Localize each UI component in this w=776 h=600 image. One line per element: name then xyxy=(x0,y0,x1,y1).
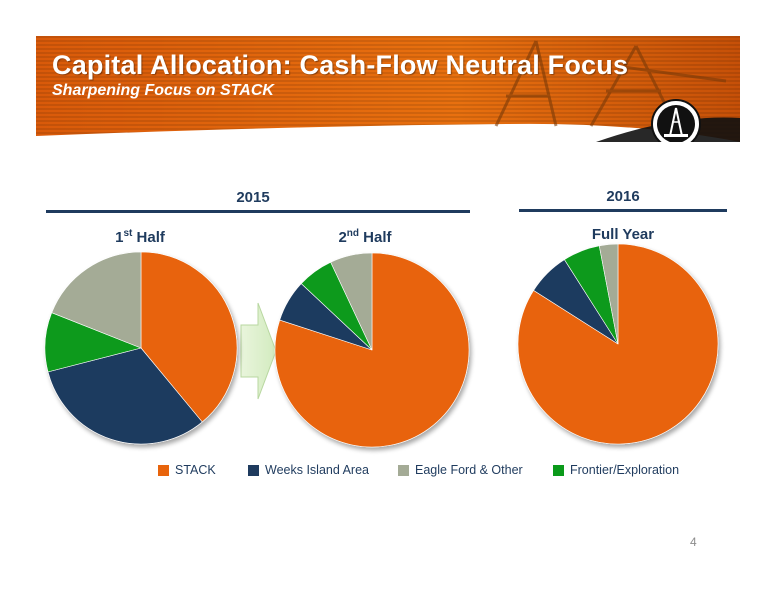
pie-slice-1st-half-weeks-island-area xyxy=(47,347,203,445)
legend-swatch-stack xyxy=(158,464,169,476)
legend-item-frontier: Frontier/Exploration xyxy=(553,463,679,477)
pie-slice-1st-half-eagle-ford-other xyxy=(51,251,142,349)
transition-arrow xyxy=(240,302,277,400)
legend-item-stack: STACK xyxy=(158,463,216,477)
pie-slice-2nd-half-eagle-ford-other xyxy=(330,252,373,351)
page-number: 4 xyxy=(690,535,697,549)
legend-label-eagle-ford: Eagle Ford & Other xyxy=(415,463,523,477)
chart-legend: STACK Weeks Island Area Eagle Ford & Oth… xyxy=(0,463,776,483)
legend-item-eagle-ford: Eagle Ford & Other xyxy=(398,463,523,477)
period-first-half-label: 1st Half xyxy=(115,228,165,246)
page-title: Capital Allocation: Cash-Flow Neutral Fo… xyxy=(52,50,629,80)
pie-slice-1st-half-stack xyxy=(140,251,238,423)
pumpjack-silhouette xyxy=(494,40,727,127)
legend-label-weeks-island: Weeks Island Area xyxy=(265,463,369,477)
header-banner xyxy=(36,36,740,142)
legend-label-frontier: Frontier/Exploration xyxy=(570,463,680,477)
year-2016-label: 2016 xyxy=(606,188,640,205)
year-2016-rule xyxy=(519,209,727,212)
legend-swatch-frontier xyxy=(553,464,564,476)
period-second-half-label: 2nd Half xyxy=(338,228,392,246)
pie-slice-full-year-eagle-ford-other xyxy=(598,243,619,345)
banner-graphic xyxy=(36,36,740,142)
legend-label-stack: STACK xyxy=(175,463,216,477)
pie-2nd-half xyxy=(274,252,470,448)
year-2015-rule xyxy=(46,210,470,213)
period-full-year-label: Full Year xyxy=(591,226,655,243)
legend-swatch-eagle-ford xyxy=(398,464,409,476)
company-logo xyxy=(651,99,701,142)
legend-item-weeks-island: Weeks Island Area xyxy=(248,463,369,477)
year-2015-label: 2015 xyxy=(236,189,270,206)
page-subtitle: Sharpening Focus on STACK xyxy=(52,82,274,99)
legend-swatch-weeks-island xyxy=(248,464,259,476)
pie-full-year xyxy=(517,243,719,445)
pie-1st-half xyxy=(44,251,238,445)
